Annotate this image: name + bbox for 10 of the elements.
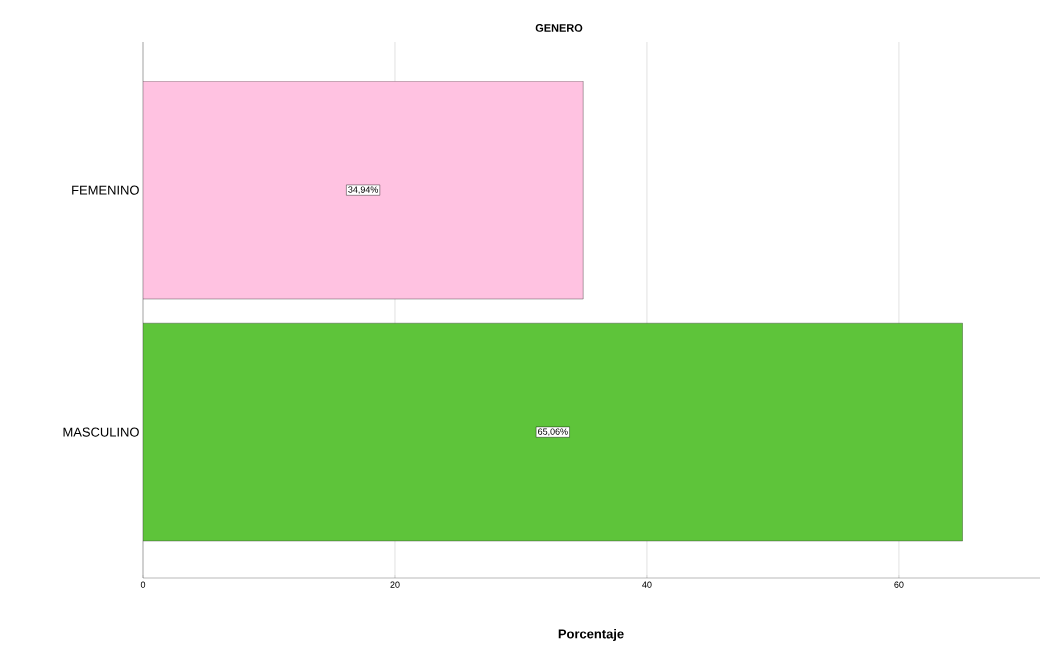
x-tick-label: 0 xyxy=(140,581,146,588)
x-tick-label: 60 xyxy=(894,581,904,588)
data-label: 34,94% xyxy=(348,186,378,194)
x-tick-label: 20 xyxy=(390,581,400,588)
chart-title: GENERO xyxy=(535,24,583,32)
y-tick-label: MASCULINO xyxy=(63,427,139,437)
data-label: 65,06% xyxy=(538,428,568,436)
x-tick-label: 40 xyxy=(642,581,652,588)
x-axis-title: Porcentaje xyxy=(558,628,624,642)
y-tick-label: FEMENINO xyxy=(72,185,139,195)
